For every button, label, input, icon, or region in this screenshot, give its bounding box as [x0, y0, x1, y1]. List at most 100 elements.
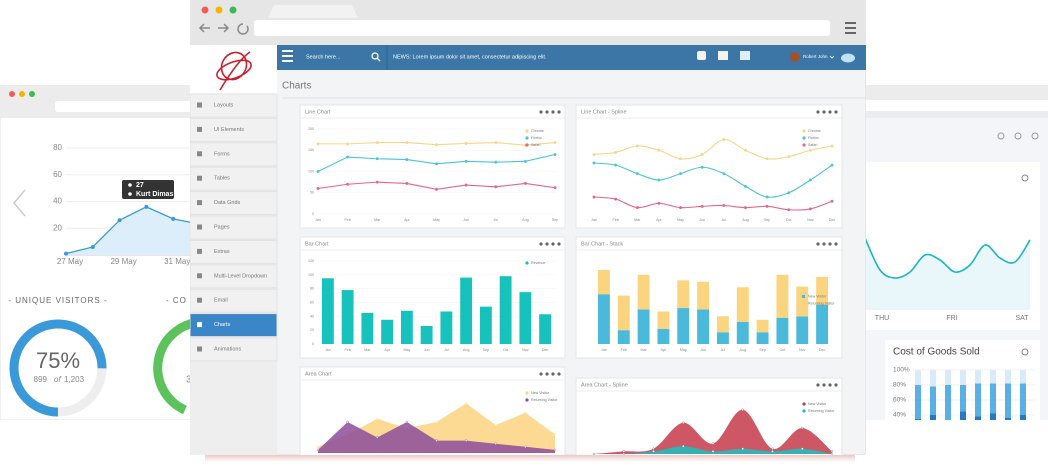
legend-label[interactable]: Safari [531, 143, 541, 147]
bar [361, 312, 374, 344]
panel-tool[interactable] [822, 383, 826, 387]
bell-icon[interactable] [1014, 132, 1022, 140]
notification-icon[interactable] [697, 51, 706, 60]
panel-tool[interactable] [828, 383, 832, 387]
menu-item[interactable] [190, 93, 278, 118]
point [765, 195, 769, 199]
panel-tool[interactable] [557, 372, 561, 376]
panel-tool[interactable] [539, 372, 543, 376]
user-name[interactable]: Robert John [803, 54, 828, 59]
legend-swatch[interactable] [525, 143, 529, 147]
panel-tool[interactable] [539, 242, 543, 246]
panel-tool[interactable] [816, 110, 820, 114]
address-bar[interactable] [55, 101, 205, 112]
panel-tool[interactable] [834, 383, 838, 387]
point [523, 159, 527, 163]
legend-label[interactable]: Returning Visitor [531, 398, 558, 402]
logo-area [190, 45, 277, 100]
eye-icon [128, 183, 132, 187]
legend-swatch[interactable] [802, 302, 805, 305]
gear-icon[interactable] [1021, 348, 1029, 356]
browser-tab[interactable] [268, 5, 358, 18]
legend-label[interactable]: Chrome [808, 129, 821, 133]
point [524, 411, 527, 414]
panel-tool[interactable] [834, 242, 838, 246]
legend-swatch[interactable] [802, 409, 806, 413]
legend-label[interactable]: Firefox [531, 136, 542, 140]
legend-swatch[interactable] [802, 402, 806, 406]
legend-swatch[interactable] [525, 391, 529, 395]
tasks-icon[interactable] [740, 51, 750, 60]
menu-item-active[interactable] [190, 313, 278, 338]
legend-swatch[interactable] [802, 143, 806, 147]
panel-tool[interactable] [828, 242, 832, 246]
menu-item[interactable] [190, 264, 278, 289]
address-bar[interactable] [855, 100, 1048, 111]
menu-item[interactable] [190, 166, 278, 191]
mail-icon[interactable] [718, 51, 728, 60]
menu-label: Animations [214, 346, 241, 352]
legend-label[interactable]: Returning Visitor [808, 301, 835, 305]
power-icon[interactable] [1031, 132, 1039, 140]
legend-label[interactable]: New Visitor [808, 402, 827, 406]
menu-item[interactable] [190, 239, 278, 264]
nav-arrows[interactable] [198, 23, 230, 33]
legend-swatch[interactable] [525, 398, 529, 402]
max-dot[interactable] [229, 6, 237, 14]
point [830, 452, 834, 455]
legend-swatch[interactable] [802, 136, 806, 140]
search-icon[interactable] [997, 132, 1005, 140]
menu-item[interactable] [190, 117, 278, 142]
panel-tool[interactable] [545, 110, 549, 114]
reload-icon[interactable] [237, 23, 249, 35]
legend-swatch[interactable] [525, 261, 529, 265]
panel-tool[interactable] [551, 110, 555, 114]
panel-tool[interactable] [816, 383, 820, 387]
avatar[interactable] [790, 52, 800, 62]
search-icon[interactable] [371, 52, 379, 60]
panel-tool[interactable] [834, 110, 838, 114]
prev-arrow[interactable] [13, 189, 26, 217]
browser-menu[interactable] [845, 22, 856, 34]
panel-tool[interactable] [551, 372, 555, 376]
menu-item[interactable] [190, 337, 278, 362]
bar-segment [736, 287, 749, 322]
x-tick-label: Feb [613, 218, 619, 222]
panel-tool[interactable] [822, 110, 826, 114]
min-dot[interactable] [215, 6, 223, 14]
x-tick-label: Jan [315, 218, 321, 222]
legend-label[interactable]: Returning Visitor [808, 409, 835, 413]
menu-toggle[interactable] [282, 50, 293, 62]
panel-tool[interactable] [822, 242, 826, 246]
panel-tool[interactable] [545, 372, 549, 376]
legend-label[interactable]: Firefox [808, 136, 819, 140]
point [743, 148, 747, 152]
gear-icon[interactable] [1021, 174, 1029, 182]
close-dot[interactable] [201, 6, 209, 14]
y-tick-label: 20 [310, 328, 314, 332]
cloud-icon[interactable] [841, 53, 855, 63]
menu-item[interactable] [190, 215, 278, 240]
legend-label[interactable]: New Visitor [531, 391, 550, 395]
legend-swatch[interactable] [525, 129, 529, 133]
legend-label[interactable]: Chrome [531, 129, 544, 133]
menu-item[interactable] [190, 142, 278, 167]
legend-label[interactable]: New Visitor [808, 294, 827, 298]
address-bar[interactable] [254, 20, 830, 36]
panel-tool[interactable] [557, 110, 561, 114]
legend-swatch[interactable] [802, 295, 805, 298]
panel-tool[interactable] [816, 242, 820, 246]
legend-label[interactable]: Safari [808, 143, 818, 147]
legend-label[interactable]: Revenue [531, 261, 545, 265]
x-tick-label: FRI [946, 315, 957, 322]
panel-tool[interactable] [557, 242, 561, 246]
panel-tool[interactable] [828, 110, 832, 114]
panel-tool[interactable] [551, 242, 555, 246]
legend-swatch[interactable] [525, 136, 529, 140]
menu-item[interactable] [190, 288, 278, 313]
legend-swatch[interactable] [802, 129, 806, 133]
x-tick-label: Jun [700, 348, 706, 352]
panel-tool[interactable] [539, 110, 543, 114]
panel-tool[interactable] [545, 242, 549, 246]
menu-item[interactable] [190, 191, 278, 216]
